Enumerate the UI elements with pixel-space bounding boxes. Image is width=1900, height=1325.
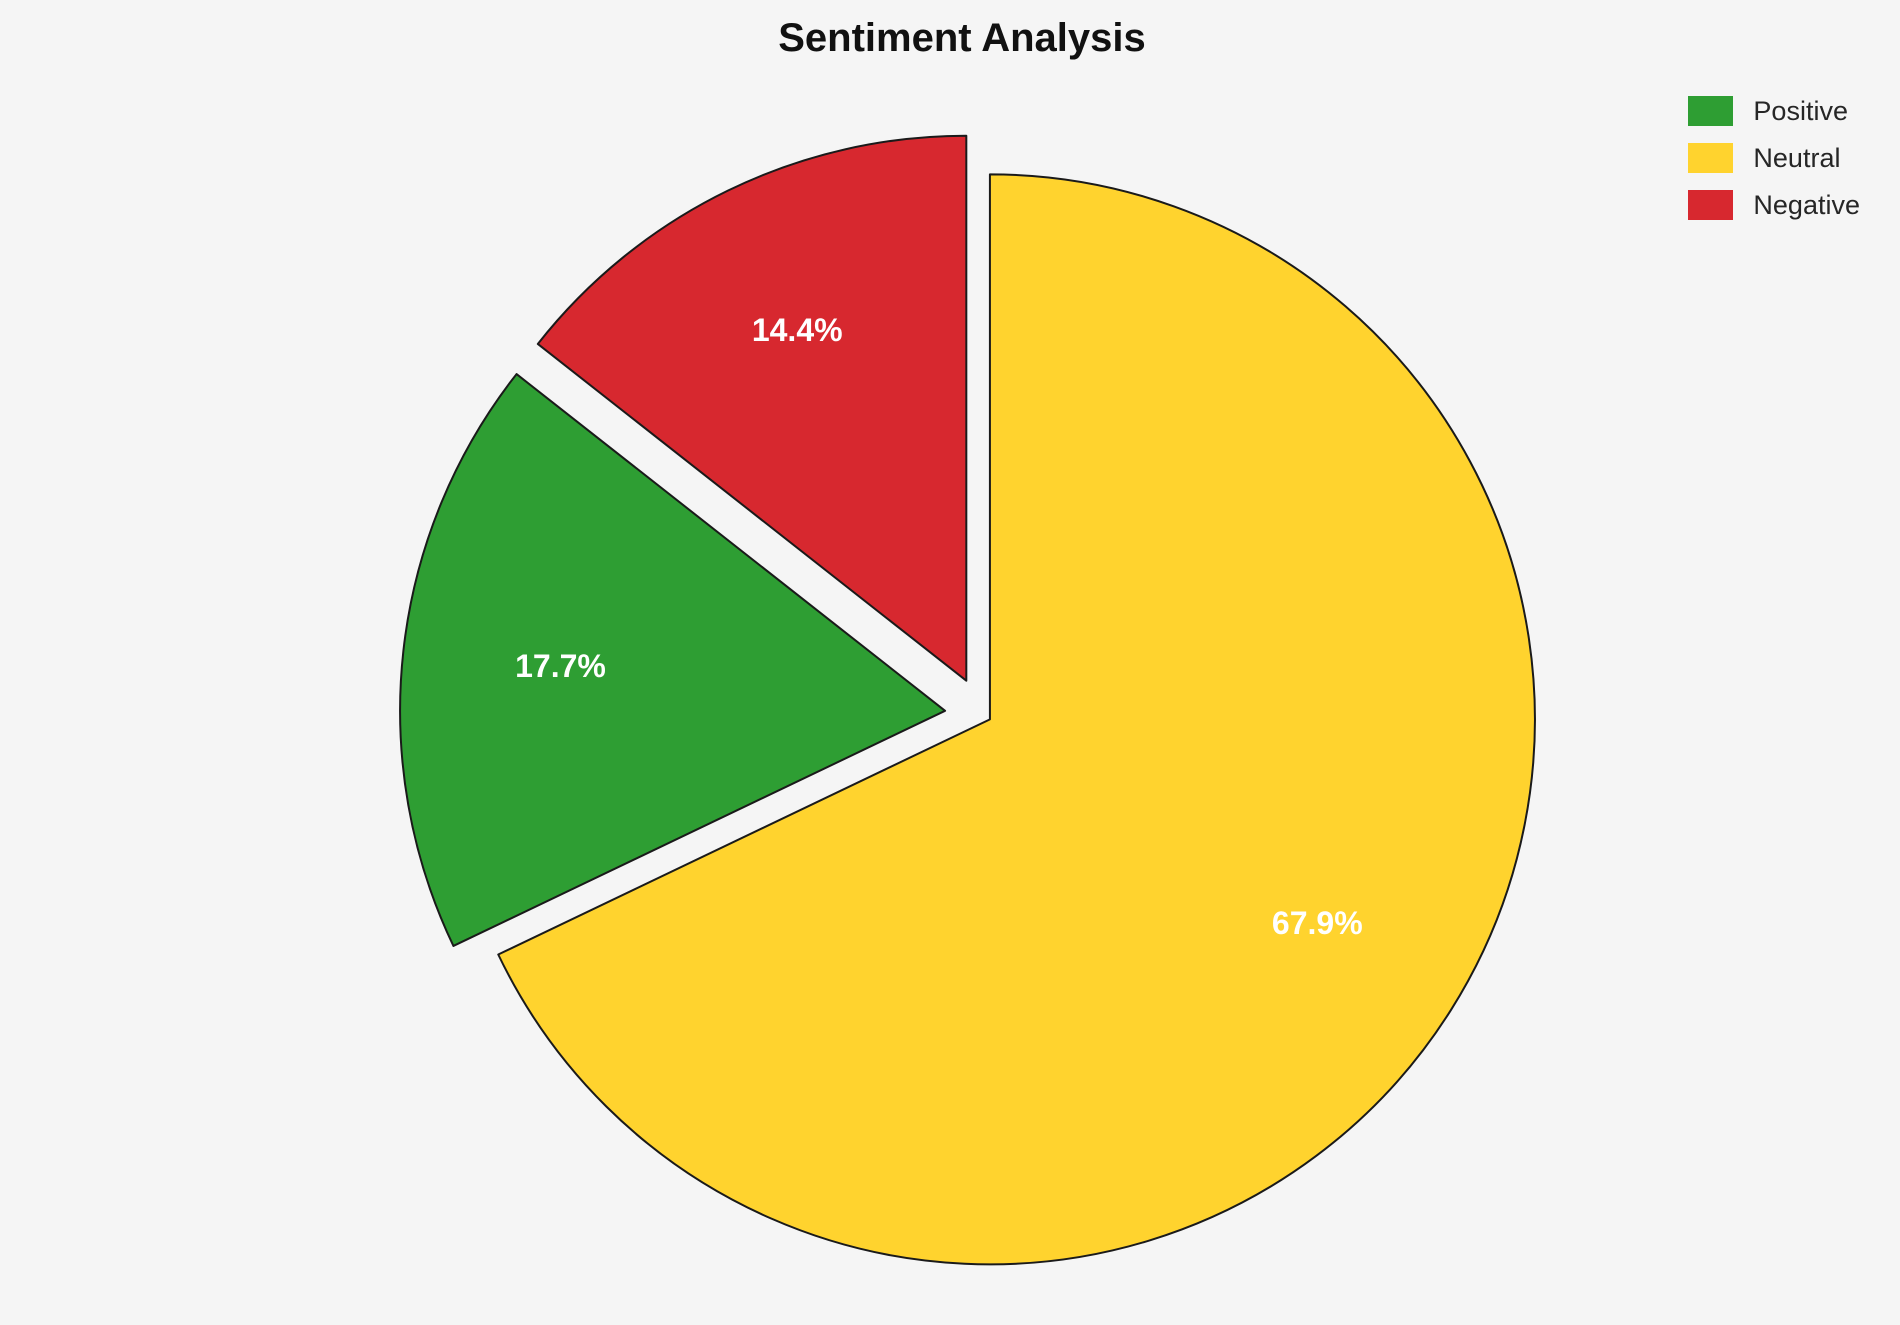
legend-item-negative: Negative [1688,190,1860,220]
slice-percent-label-negative: 14.4% [752,312,843,348]
slice-percent-label-positive: 17.7% [515,648,606,684]
legend-item-positive: Positive [1688,96,1860,126]
legend-label: Negative [1753,189,1860,220]
legend-label: Positive [1753,95,1848,126]
slice-percent-label-neutral: 67.9% [1272,905,1363,941]
legend-label: Neutral [1753,142,1841,173]
legend-item-neutral: Neutral [1688,143,1860,173]
pie-labels-group: 67.9% 17.7% 14.4% [515,312,1363,941]
chart-title: Sentiment Analysis [778,16,1146,60]
pie-slice-neutral [497,173,1536,1266]
legend-swatch-positive [1688,96,1734,126]
pie-slice-positive [399,373,947,947]
legend-swatch-neutral [1688,143,1734,173]
pie-slices-group [399,134,1536,1266]
legend-swatch-negative [1688,190,1734,220]
pie-slice-negative [536,134,968,682]
legend: Positive Neutral Negative [1688,96,1860,220]
